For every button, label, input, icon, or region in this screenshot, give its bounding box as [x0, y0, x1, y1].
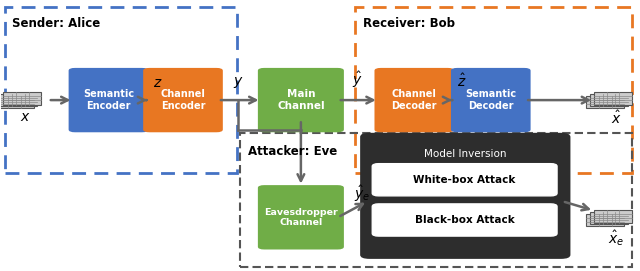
Text: $\hat{x}$: $\hat{x}$	[611, 110, 621, 127]
FancyBboxPatch shape	[372, 204, 557, 236]
FancyBboxPatch shape	[360, 133, 570, 259]
Text: Receiver: Bob: Receiver: Bob	[363, 18, 454, 30]
FancyBboxPatch shape	[586, 96, 624, 108]
Text: White-box Attack: White-box Attack	[413, 175, 516, 185]
Bar	[241, 133, 632, 267]
Text: Model Inversion: Model Inversion	[424, 149, 506, 159]
Text: Eavesdropper
Channel: Eavesdropper Channel	[264, 208, 338, 227]
Text: Channel
Encoder: Channel Encoder	[161, 89, 205, 111]
Text: Black-box Attack: Black-box Attack	[415, 215, 515, 225]
FancyBboxPatch shape	[372, 164, 557, 196]
FancyBboxPatch shape	[143, 68, 223, 132]
FancyBboxPatch shape	[374, 68, 454, 132]
FancyBboxPatch shape	[594, 210, 632, 222]
FancyBboxPatch shape	[586, 214, 624, 226]
Text: $\hat{x}_e$: $\hat{x}_e$	[608, 228, 625, 248]
FancyBboxPatch shape	[451, 68, 531, 132]
Text: Attacker: Eve: Attacker: Eve	[248, 145, 337, 158]
FancyBboxPatch shape	[3, 92, 41, 105]
Text: $z$: $z$	[154, 76, 163, 91]
Bar	[4, 7, 237, 173]
Text: $\hat{y}$: $\hat{y}$	[351, 70, 362, 91]
Text: $x$: $x$	[20, 110, 31, 124]
Text: Semantic
Decoder: Semantic Decoder	[465, 89, 516, 111]
Text: Semantic
Encoder: Semantic Encoder	[83, 89, 134, 111]
Text: Channel
Decoder: Channel Decoder	[392, 89, 437, 111]
FancyBboxPatch shape	[590, 212, 628, 224]
Text: $\hat{y}_e$: $\hat{y}_e$	[354, 184, 370, 204]
FancyBboxPatch shape	[258, 185, 344, 250]
Text: Main
Channel: Main Channel	[277, 89, 324, 111]
FancyBboxPatch shape	[590, 94, 628, 106]
Text: $y$: $y$	[233, 75, 244, 91]
FancyBboxPatch shape	[68, 68, 148, 132]
FancyBboxPatch shape	[0, 94, 37, 106]
FancyBboxPatch shape	[258, 68, 344, 132]
Bar	[355, 7, 632, 173]
FancyBboxPatch shape	[0, 96, 33, 108]
FancyBboxPatch shape	[594, 92, 632, 105]
Text: Sender: Alice: Sender: Alice	[12, 18, 100, 30]
Text: $\hat{z}$: $\hat{z}$	[457, 73, 467, 91]
